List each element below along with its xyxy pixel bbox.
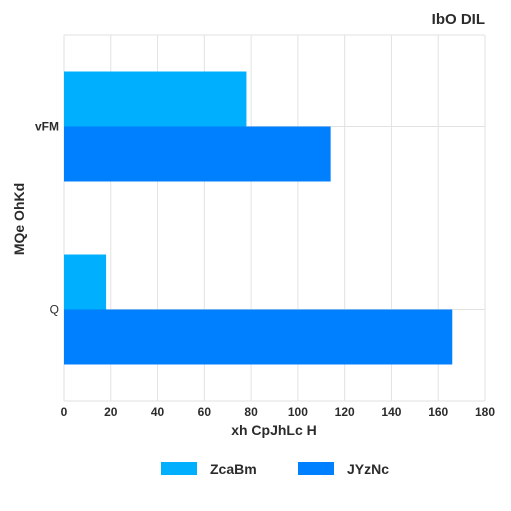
bar-ZcaBm-vFM bbox=[64, 71, 247, 127]
x-tick-label: 40 bbox=[151, 405, 165, 419]
x-tick-label: 160 bbox=[428, 405, 448, 419]
y-axis-label: MQe OhKd bbox=[11, 183, 27, 255]
y-axis-categories: vFM Q bbox=[35, 120, 59, 317]
x-tick-label: 20 bbox=[104, 405, 118, 419]
x-tick-label: 100 bbox=[288, 405, 308, 419]
legend-swatch-ZcaBm bbox=[161, 462, 197, 475]
x-axis-ticks: 0 20 40 60 80 100 120 140 160 180 bbox=[61, 405, 496, 419]
bar-JYzNc-vFM bbox=[64, 126, 331, 182]
y-category-label: vFM bbox=[35, 120, 59, 134]
bar-ZcaBm-Q bbox=[64, 254, 107, 310]
x-tick-label: 180 bbox=[475, 405, 495, 419]
legend-label-JYzNc: JYzNc bbox=[347, 461, 389, 477]
x-tick-label: 0 bbox=[61, 405, 68, 419]
x-tick-label: 140 bbox=[381, 405, 401, 419]
bars bbox=[64, 71, 453, 365]
x-axis-label: xh CpJhLc H bbox=[231, 422, 317, 438]
bar-JYzNc-Q bbox=[64, 309, 453, 365]
legend: ZcaBm JYzNc bbox=[161, 461, 389, 477]
chart-title: IbO DIL bbox=[432, 11, 485, 28]
legend-label-ZcaBm: ZcaBm bbox=[210, 461, 257, 477]
x-tick-label: 60 bbox=[198, 405, 212, 419]
y-category-label: Q bbox=[50, 303, 59, 317]
x-tick-label: 120 bbox=[335, 405, 355, 419]
legend-swatch-JYzNc bbox=[298, 462, 334, 475]
x-tick-label: 80 bbox=[244, 405, 258, 419]
